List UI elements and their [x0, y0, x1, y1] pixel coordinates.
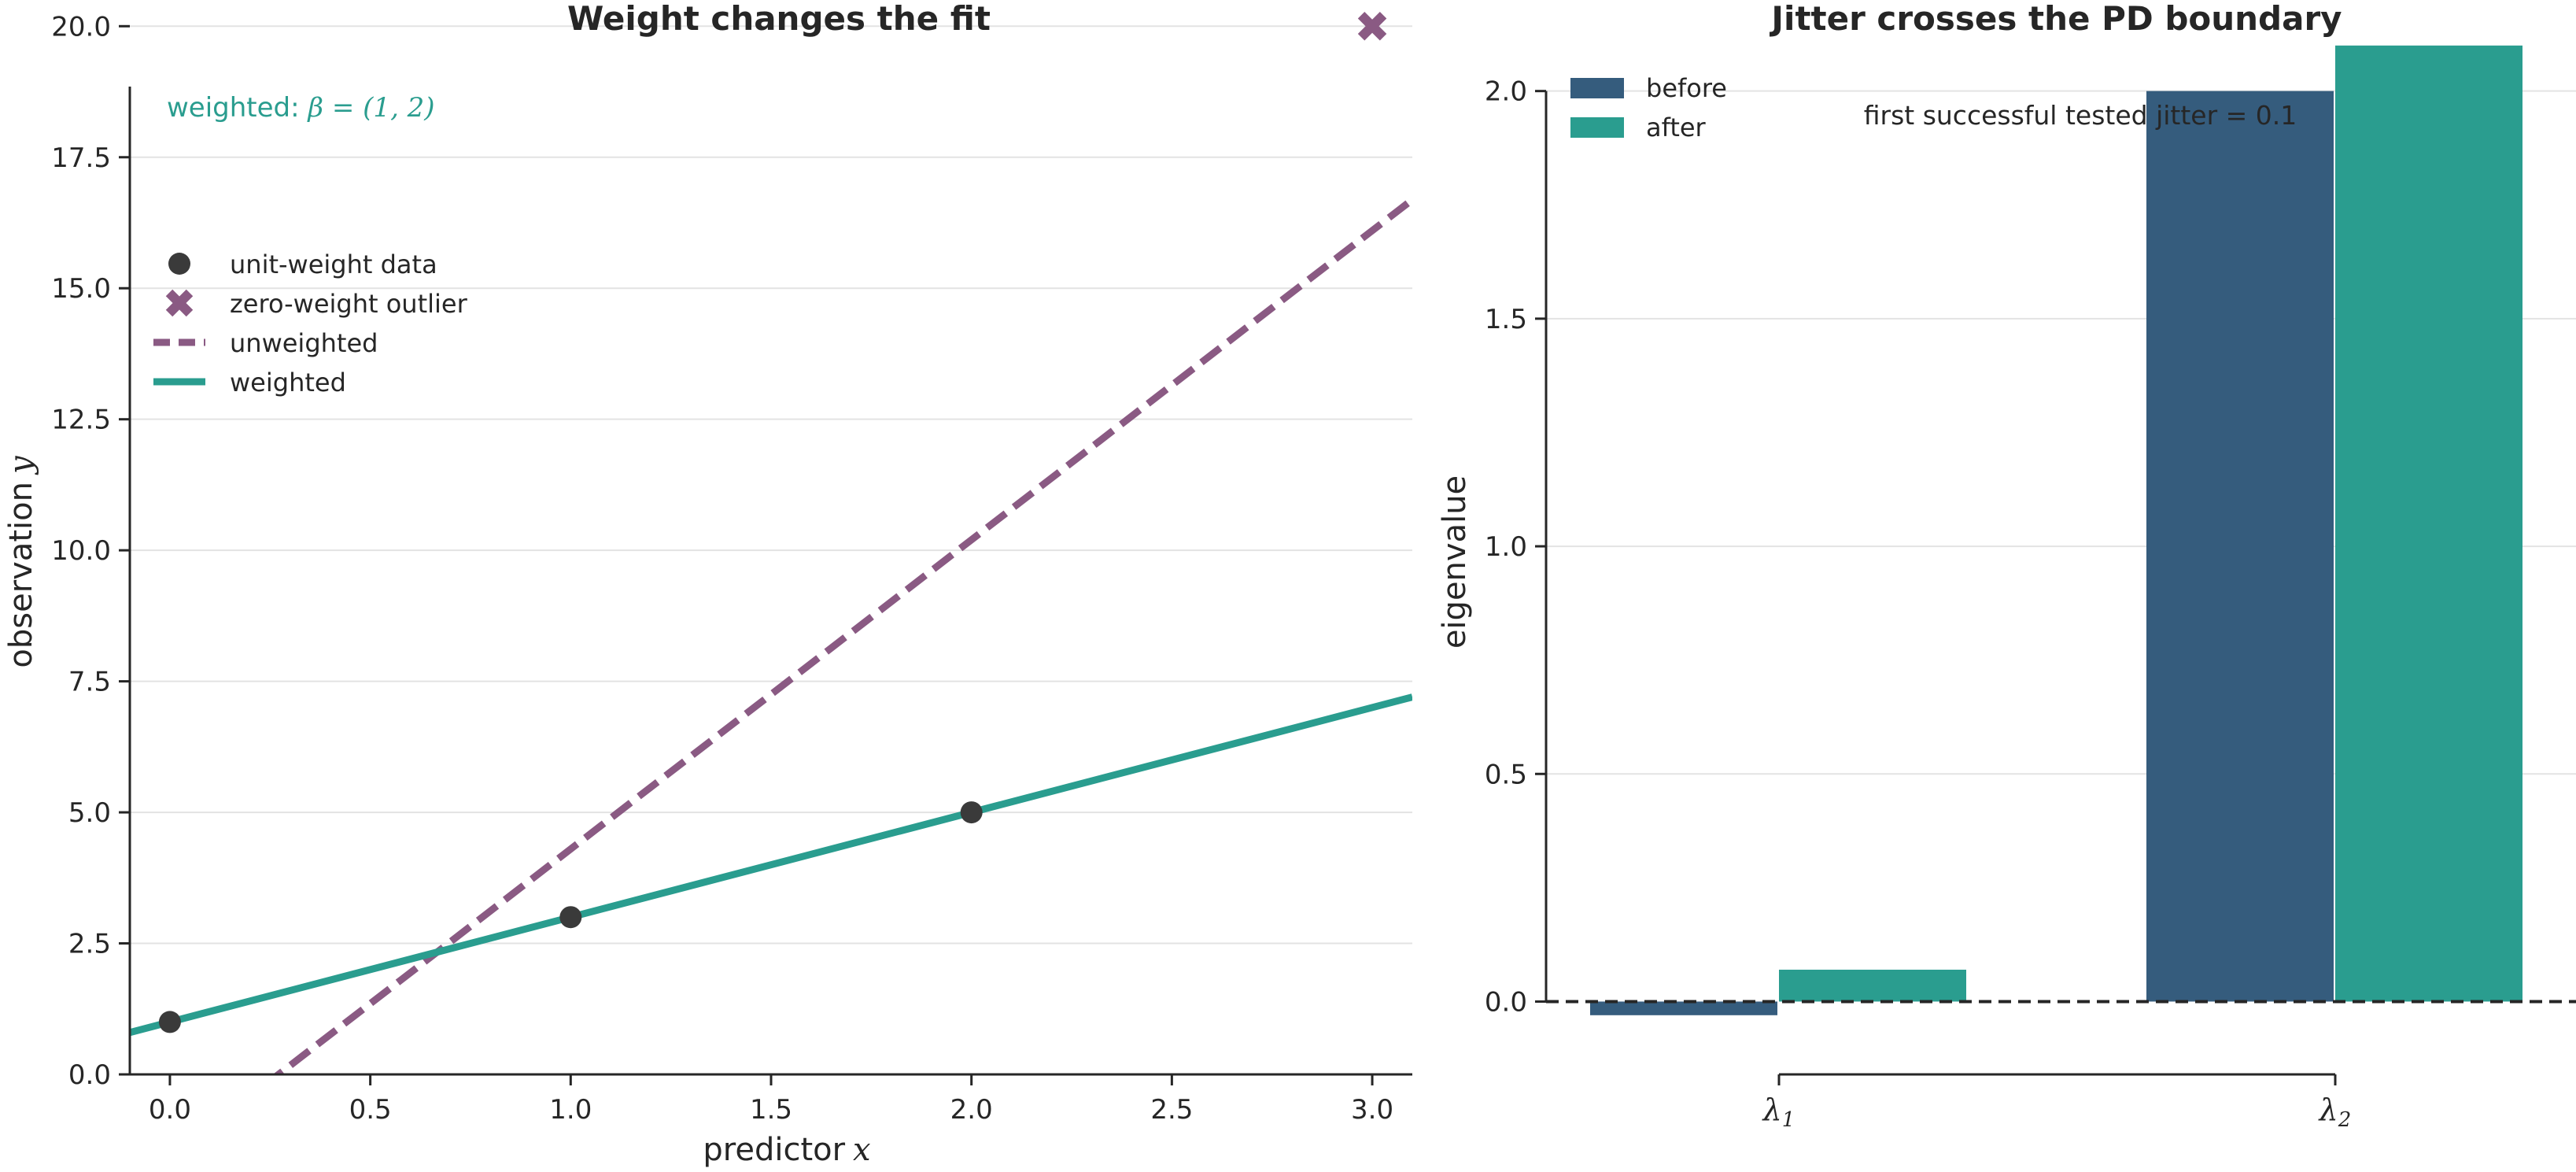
right-x-tick-label: λ2 [2318, 1093, 2352, 1132]
left-chart: 0.0 0.5 1.0 1.5 2.0 2.5 3.0 0.0 2.5 5.0 7.5 10.0 12… [3, 0, 1412, 1168]
weighted-beta-annotation: weighted: β = (1, 2) [167, 92, 435, 124]
left-y-tick-label: 2.5 [68, 929, 111, 960]
left-x-tick-label: 2.0 [950, 1094, 993, 1126]
after-bar [1779, 969, 1966, 1002]
right-chart-title: Jitter crosses the PD boundary [1769, 0, 2342, 38]
legend-label: weighted [230, 368, 346, 397]
left-gridlines [130, 25, 1412, 945]
right-x-tick-label: λ1 [1762, 1093, 1795, 1132]
right-y-tick-label: 2.0 [1485, 76, 1527, 108]
left-y-tick-label: 12.5 [51, 405, 111, 436]
zero-weight-outlier-point [1357, 12, 1387, 41]
left-y-axis-label: observation y [3, 455, 39, 668]
right-y-tick-label: 1.0 [1485, 531, 1527, 563]
right-x-ticks: λ1 λ2 [1762, 1074, 2352, 1132]
right-y-axis-label: eigenvalue [1437, 475, 1473, 649]
weighted-fit-line [130, 693, 1412, 1037]
before-bar [1590, 1001, 1777, 1015]
right-y-tick-label: 0.0 [1485, 986, 1527, 1018]
jitter-annotation: first successful tested jitter = 0.1 [1864, 100, 2297, 131]
unit-weight-point [559, 906, 582, 929]
left-x-ticks: 0.0 0.5 1.0 1.5 2.0 2.5 3.0 [149, 1074, 1393, 1126]
weighted-beta-math: β = (1, 2) [306, 92, 434, 124]
legend-label: unweighted [230, 328, 378, 358]
left-x-tick-label: 2.5 [1150, 1094, 1193, 1126]
legend-label: before [1646, 73, 1727, 103]
unit-weight-point [960, 801, 983, 824]
left-y-ticks: 0.0 2.5 5.0 7.5 10.0 12.5 15.0 17.5 20.0 [51, 11, 130, 1091]
left-y-axis-label-text: observation [3, 482, 39, 668]
left-x-axis-label: predictor x [703, 1132, 870, 1168]
left-x-tick-label: 1.5 [750, 1094, 792, 1126]
legend-after-swatch [1570, 117, 1624, 138]
before-bar [2146, 91, 2334, 1002]
tick-symbol-sub: 1 [1782, 1108, 1795, 1132]
left-y-tick-label: 0.0 [68, 1059, 111, 1091]
legend-before-swatch [1570, 78, 1624, 98]
legend-unit-weight-marker [168, 253, 190, 275]
left-y-tick-label: 15.0 [51, 273, 111, 305]
unit-weight-point [158, 1011, 181, 1033]
left-x-tick-label: 0.5 [349, 1094, 392, 1126]
legend-label: unit-weight data [230, 250, 437, 279]
left-y-tick-label: 17.5 [51, 142, 111, 174]
left-y-tick-label: 5.0 [68, 797, 111, 829]
left-y-tick-label: 10.0 [51, 535, 111, 567]
left-y-tick-label: 20.0 [51, 11, 111, 43]
left-x-axis-label-var: x [853, 1132, 871, 1168]
legend-zero-weight-marker [165, 289, 194, 317]
left-y-tick-label: 7.5 [68, 667, 111, 698]
left-fit-lines [130, 197, 1412, 1074]
tick-symbol-base: λ [2318, 1093, 2338, 1127]
left-y-axis-label-var: y [3, 455, 39, 475]
left-x-axis-label-text: predictor [703, 1132, 845, 1168]
legend-label: zero-weight outlier [230, 289, 468, 319]
left-data-points [158, 12, 1387, 1033]
after-bar [2335, 45, 2522, 1002]
legend-label: after [1646, 113, 1707, 142]
right-y-ticks: 0.0 0.5 1.0 1.5 2.0 [1485, 76, 1546, 1018]
weighted-beta-prefix: weighted: [167, 92, 308, 124]
tick-symbol-base: λ [1762, 1093, 1782, 1127]
left-chart-title: Weight changes the fit [567, 0, 991, 38]
left-x-tick-label: 0.0 [149, 1094, 191, 1126]
right-legend: before after [1570, 73, 1727, 142]
tick-symbol-sub: 2 [2338, 1108, 2352, 1132]
left-legend: unit-weight data zero-weight outlier unwei… [153, 250, 468, 397]
right-y-tick-label: 1.5 [1485, 304, 1527, 335]
left-x-tick-label: 1.0 [549, 1094, 592, 1126]
right-chart: 0.00.51.01.52.0 λ1 λ2 Jitter crosses the … [1437, 0, 2576, 1132]
left-axes [128, 87, 1412, 1076]
right-bars [1590, 45, 2522, 1015]
left-x-tick-label: 3.0 [1351, 1094, 1393, 1126]
right-y-tick-label: 0.5 [1485, 759, 1527, 790]
